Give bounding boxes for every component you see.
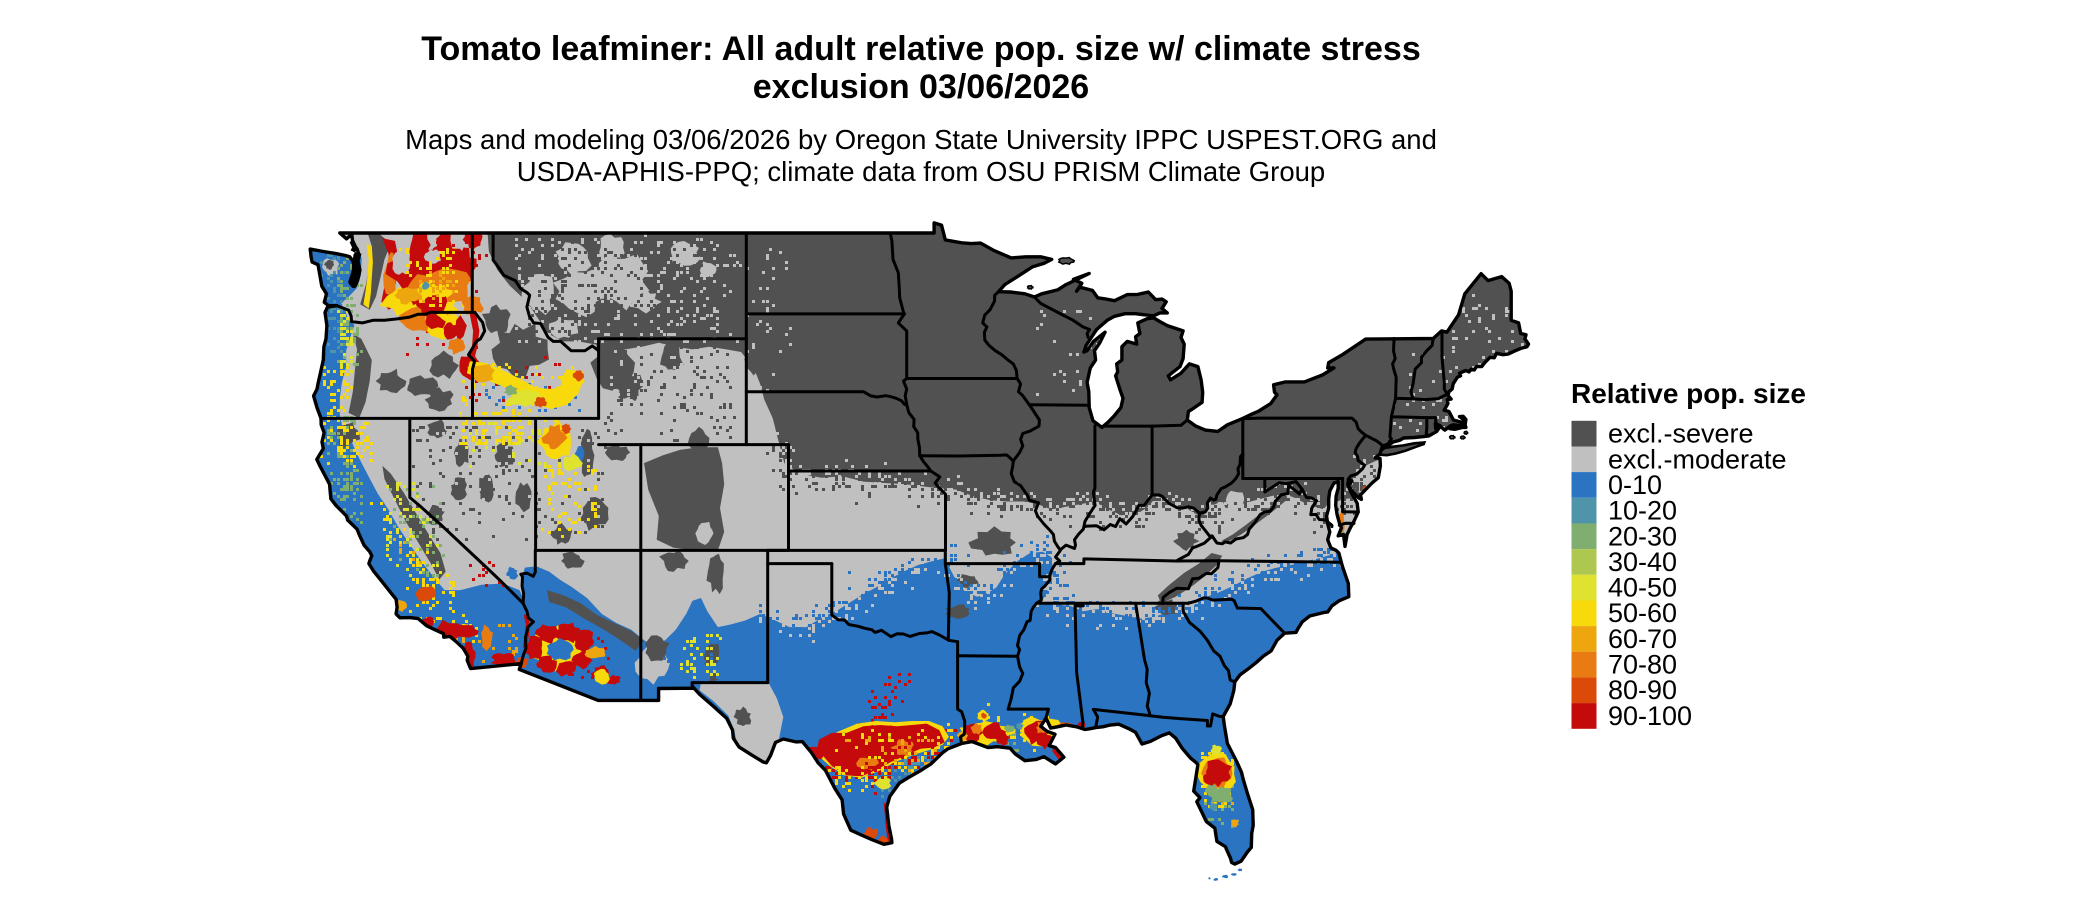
svg-text:90-100: 90-100 bbox=[1608, 701, 1692, 731]
svg-text:USDA-APHIS-PPQ; climate data f: USDA-APHIS-PPQ; climate data from OSU PR… bbox=[517, 156, 1325, 187]
svg-text:0-10: 0-10 bbox=[1608, 470, 1662, 500]
svg-text:excl.-moderate: excl.-moderate bbox=[1608, 444, 1787, 474]
svg-text:30-40: 30-40 bbox=[1608, 547, 1677, 577]
svg-text:50-60: 50-60 bbox=[1608, 598, 1677, 628]
svg-text:70-80: 70-80 bbox=[1608, 650, 1677, 680]
svg-text:80-90: 80-90 bbox=[1608, 675, 1677, 705]
svg-text:Relative pop. size: Relative pop. size bbox=[1571, 378, 1806, 409]
svg-text:excl.-severe: excl.-severe bbox=[1608, 419, 1754, 449]
svg-text:40-50: 40-50 bbox=[1608, 573, 1677, 603]
svg-text:Tomato leafminer: All adult re: Tomato leafminer: All adult relative pop… bbox=[421, 30, 1421, 68]
svg-text:20-30: 20-30 bbox=[1608, 521, 1677, 551]
svg-text:exclusion 03/06/2026: exclusion 03/06/2026 bbox=[753, 68, 1089, 106]
svg-text:60-70: 60-70 bbox=[1608, 624, 1677, 654]
svg-text:10-20: 10-20 bbox=[1608, 496, 1677, 526]
svg-text:Maps and modeling 03/06/2026 b: Maps and modeling 03/06/2026 by Oregon S… bbox=[405, 124, 1437, 155]
